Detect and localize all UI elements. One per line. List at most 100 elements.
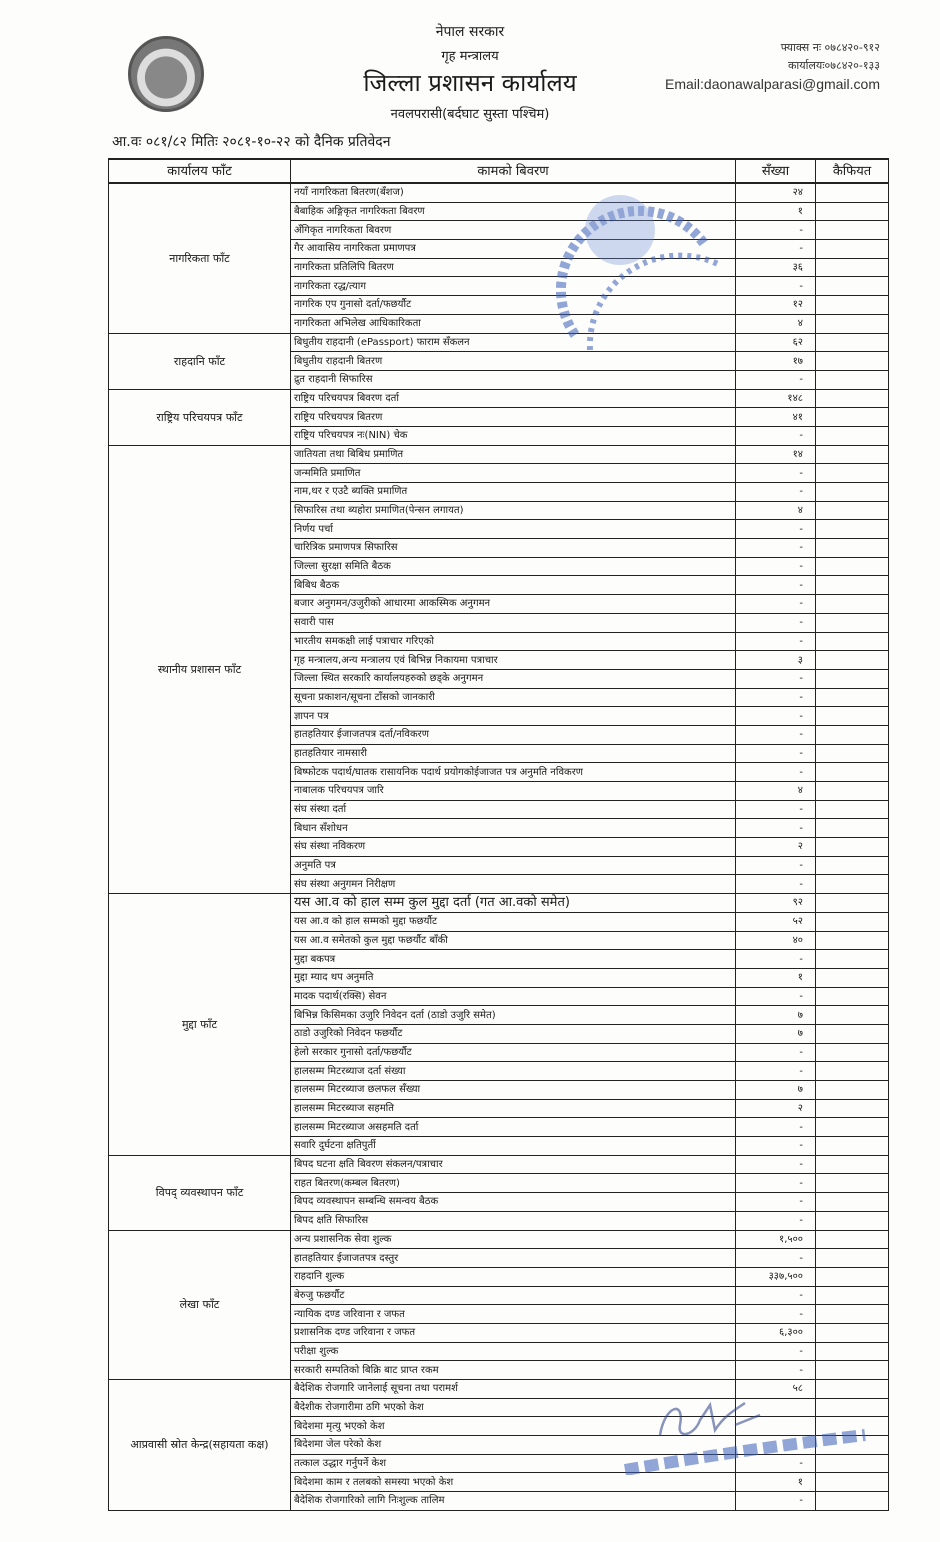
- task-description: राष्ट्रिय परिचयपत्र बितरण: [290, 407, 736, 427]
- column-header-remarks: कैफियत: [815, 158, 889, 184]
- task-count: ४: [735, 313, 816, 334]
- task-count: ७: [735, 1005, 816, 1025]
- section-name: मुद्दा फाँट: [108, 893, 291, 1156]
- remarks-cell: [815, 967, 889, 988]
- office-name: जिल्ला प्रशासन कार्यालय: [363, 69, 577, 97]
- fax-number: फ्याक्स नः ०७८४२०-९१२: [780, 41, 880, 54]
- task-count: १: [735, 1472, 816, 1493]
- table-header-row: कार्यालय फाँट कामको बिवरण सँख्या कैफियत: [108, 158, 889, 184]
- table-row: लेखा फाँट अन्य प्रशासनिक सेवा शुल्क १,५००: [108, 1229, 889, 1380]
- remarks-cell: [815, 519, 889, 540]
- task-count: -: [735, 1192, 816, 1212]
- task-description: सिफारिस तथा ब्यहोरा प्रमाणित(पेन्सन लगाय…: [290, 500, 736, 521]
- remarks-cell: [815, 781, 889, 801]
- remarks-cell: [815, 1154, 889, 1175]
- section-name: आप्रवासी स्रोत केन्द्र(सहायता कक्ष): [108, 1379, 291, 1511]
- task-description: बैदेशीक रोजगारीमा ठगि भएको केश: [290, 1397, 736, 1418]
- task-description: हालसम्म मिटरब्याज छलफल सँख्या: [290, 1080, 736, 1100]
- task-description: हालसम्म मिटरब्याज दर्ता संख्या: [290, 1061, 736, 1081]
- table-row: सरकारी सम्पतिको बिक्रि बाट प्राप्त रकम -: [109, 1360, 889, 1380]
- table-row: बिष्फोटक पदार्थ/घातक रासायनिक पदार्थ प्र…: [109, 762, 889, 782]
- task-count: १७: [735, 351, 816, 371]
- task-count: -: [735, 1061, 816, 1081]
- task-description: यस आ.व को हाल सम्मको मुद्दा फछर्यौट: [290, 911, 736, 932]
- task-count: -: [735, 706, 816, 726]
- task-count: [735, 1416, 816, 1437]
- table-row: गृह मन्त्रालय,अन्य मन्त्रालय एवं बिभिन्न…: [109, 650, 889, 670]
- table-row: बिदेशमा काम र तलबको समस्या भएको केश १: [109, 1472, 889, 1493]
- remarks-cell: [815, 313, 889, 334]
- remarks-cell: [815, 612, 889, 633]
- remarks-cell: [815, 1360, 889, 1380]
- section-name: विपद् व्यवस्थापन फाँट: [108, 1154, 291, 1231]
- table-row: बैदेशिक रोजगारिको लागि निःशुल्क तालिम -: [109, 1491, 889, 1511]
- task-description: नागरिकता अभिलेख आधिकारिकता: [290, 313, 736, 334]
- remarks-cell: [815, 594, 889, 614]
- task-count: -: [735, 425, 816, 446]
- task-description: हातहतियार ईजाजतपत्र दर्ता/नविकरण: [290, 724, 736, 745]
- task-count: -: [735, 1173, 816, 1194]
- remarks-cell: [815, 239, 889, 259]
- task-description: मादक पदार्थ(रक्सि) सेवन: [290, 986, 736, 1007]
- task-description: प्रशासनिक दण्ड जरिवाना र जफत: [290, 1322, 736, 1343]
- task-description: हातहतियार नामसारी: [290, 743, 736, 764]
- task-count: [735, 1435, 816, 1455]
- task-description: सूचना प्रकाशन/सूचना टाँसको जानकारी: [290, 687, 736, 708]
- remarks-cell: [815, 388, 889, 409]
- task-count: -: [735, 1154, 816, 1175]
- remarks-cell: [815, 1322, 889, 1343]
- task-count: ६२: [735, 332, 816, 353]
- remarks-cell: [815, 257, 889, 278]
- table-row: बैदेशीक रोजगारीमा ठगि भएको केश: [109, 1397, 889, 1418]
- table-row: राष्ट्रिय परिचयपत्र बितरण ४१: [109, 407, 889, 427]
- remarks-cell: [815, 182, 889, 203]
- section-name: स्थानीय प्रशासन फाँट: [108, 444, 291, 895]
- task-count: -: [735, 1491, 816, 1511]
- task-count: -: [735, 799, 816, 820]
- table-row: मादक पदार्थ(रक्सि) सेवन -: [109, 986, 889, 1007]
- task-count: -: [735, 463, 816, 483]
- task-count: -: [735, 482, 816, 502]
- table-row: मुद्दा फाँट यस आ.व को हाल सम्म कुल मुद्दा…: [108, 893, 889, 1156]
- task-count: -: [735, 1453, 816, 1474]
- remarks-cell: [815, 1453, 889, 1474]
- table-row: बिपद व्यवस्थापन सम्बन्धि समन्वय बैठक -: [109, 1192, 889, 1212]
- table-row: जन्ममिति प्रमाणित -: [109, 463, 889, 483]
- task-description: नागरिक एप गुनासो दर्ता/फछर्यौट: [290, 295, 736, 315]
- remarks-cell: [815, 1248, 889, 1268]
- task-description: राष्ट्रिय परिचयपत्र नः(NIN) चेक: [290, 425, 736, 446]
- table-row: सवारि दुर्घटना क्षतिपुर्ती -: [109, 1136, 889, 1156]
- task-count: -: [735, 631, 816, 652]
- task-count: ९२: [735, 893, 816, 913]
- column-header-count: सँख्या: [735, 158, 816, 184]
- task-count: १२: [735, 295, 816, 315]
- remarks-cell: [815, 1341, 889, 1362]
- task-count: -: [735, 874, 816, 895]
- table-row: हेलो सरकार गुनासो दर्ता/फछर्यौट -: [109, 1042, 889, 1063]
- remarks-cell: [815, 930, 889, 951]
- task-description: बेरुजु फछर्यौट: [290, 1285, 736, 1306]
- task-count: -: [735, 1210, 816, 1231]
- task-count: -: [735, 1136, 816, 1156]
- remarks-cell: [815, 631, 889, 652]
- table-row: प्रशासनिक दण्ड जरिवाना र जफत ६,३००: [109, 1322, 889, 1343]
- table-row: राहत बितरण(कम्बल बितरण) -: [109, 1173, 889, 1194]
- remarks-cell: [815, 351, 889, 371]
- task-count: -: [735, 687, 816, 708]
- task-count: २: [735, 837, 816, 857]
- remarks-cell: [815, 332, 889, 353]
- remarks-cell: [815, 949, 889, 969]
- task-count: -: [735, 724, 816, 745]
- task-description: जिल्ला सुरक्षा समिति बैठक: [290, 556, 736, 577]
- remarks-cell: [815, 724, 889, 745]
- task-description: बिबिध बैठक: [290, 575, 736, 596]
- table-row: जिल्ला सुरक्षा समिति बैठक -: [109, 556, 889, 577]
- remarks-cell: [815, 201, 889, 222]
- column-header-section: कार्यालय फाँट: [108, 158, 291, 184]
- task-count: -: [735, 668, 816, 689]
- remarks-cell: [815, 668, 889, 689]
- table-row: ज्ञापन पत्र -: [109, 706, 889, 726]
- task-count: [735, 1397, 816, 1418]
- task-description: सवारी पास: [290, 612, 736, 633]
- task-count: १४८: [735, 388, 816, 409]
